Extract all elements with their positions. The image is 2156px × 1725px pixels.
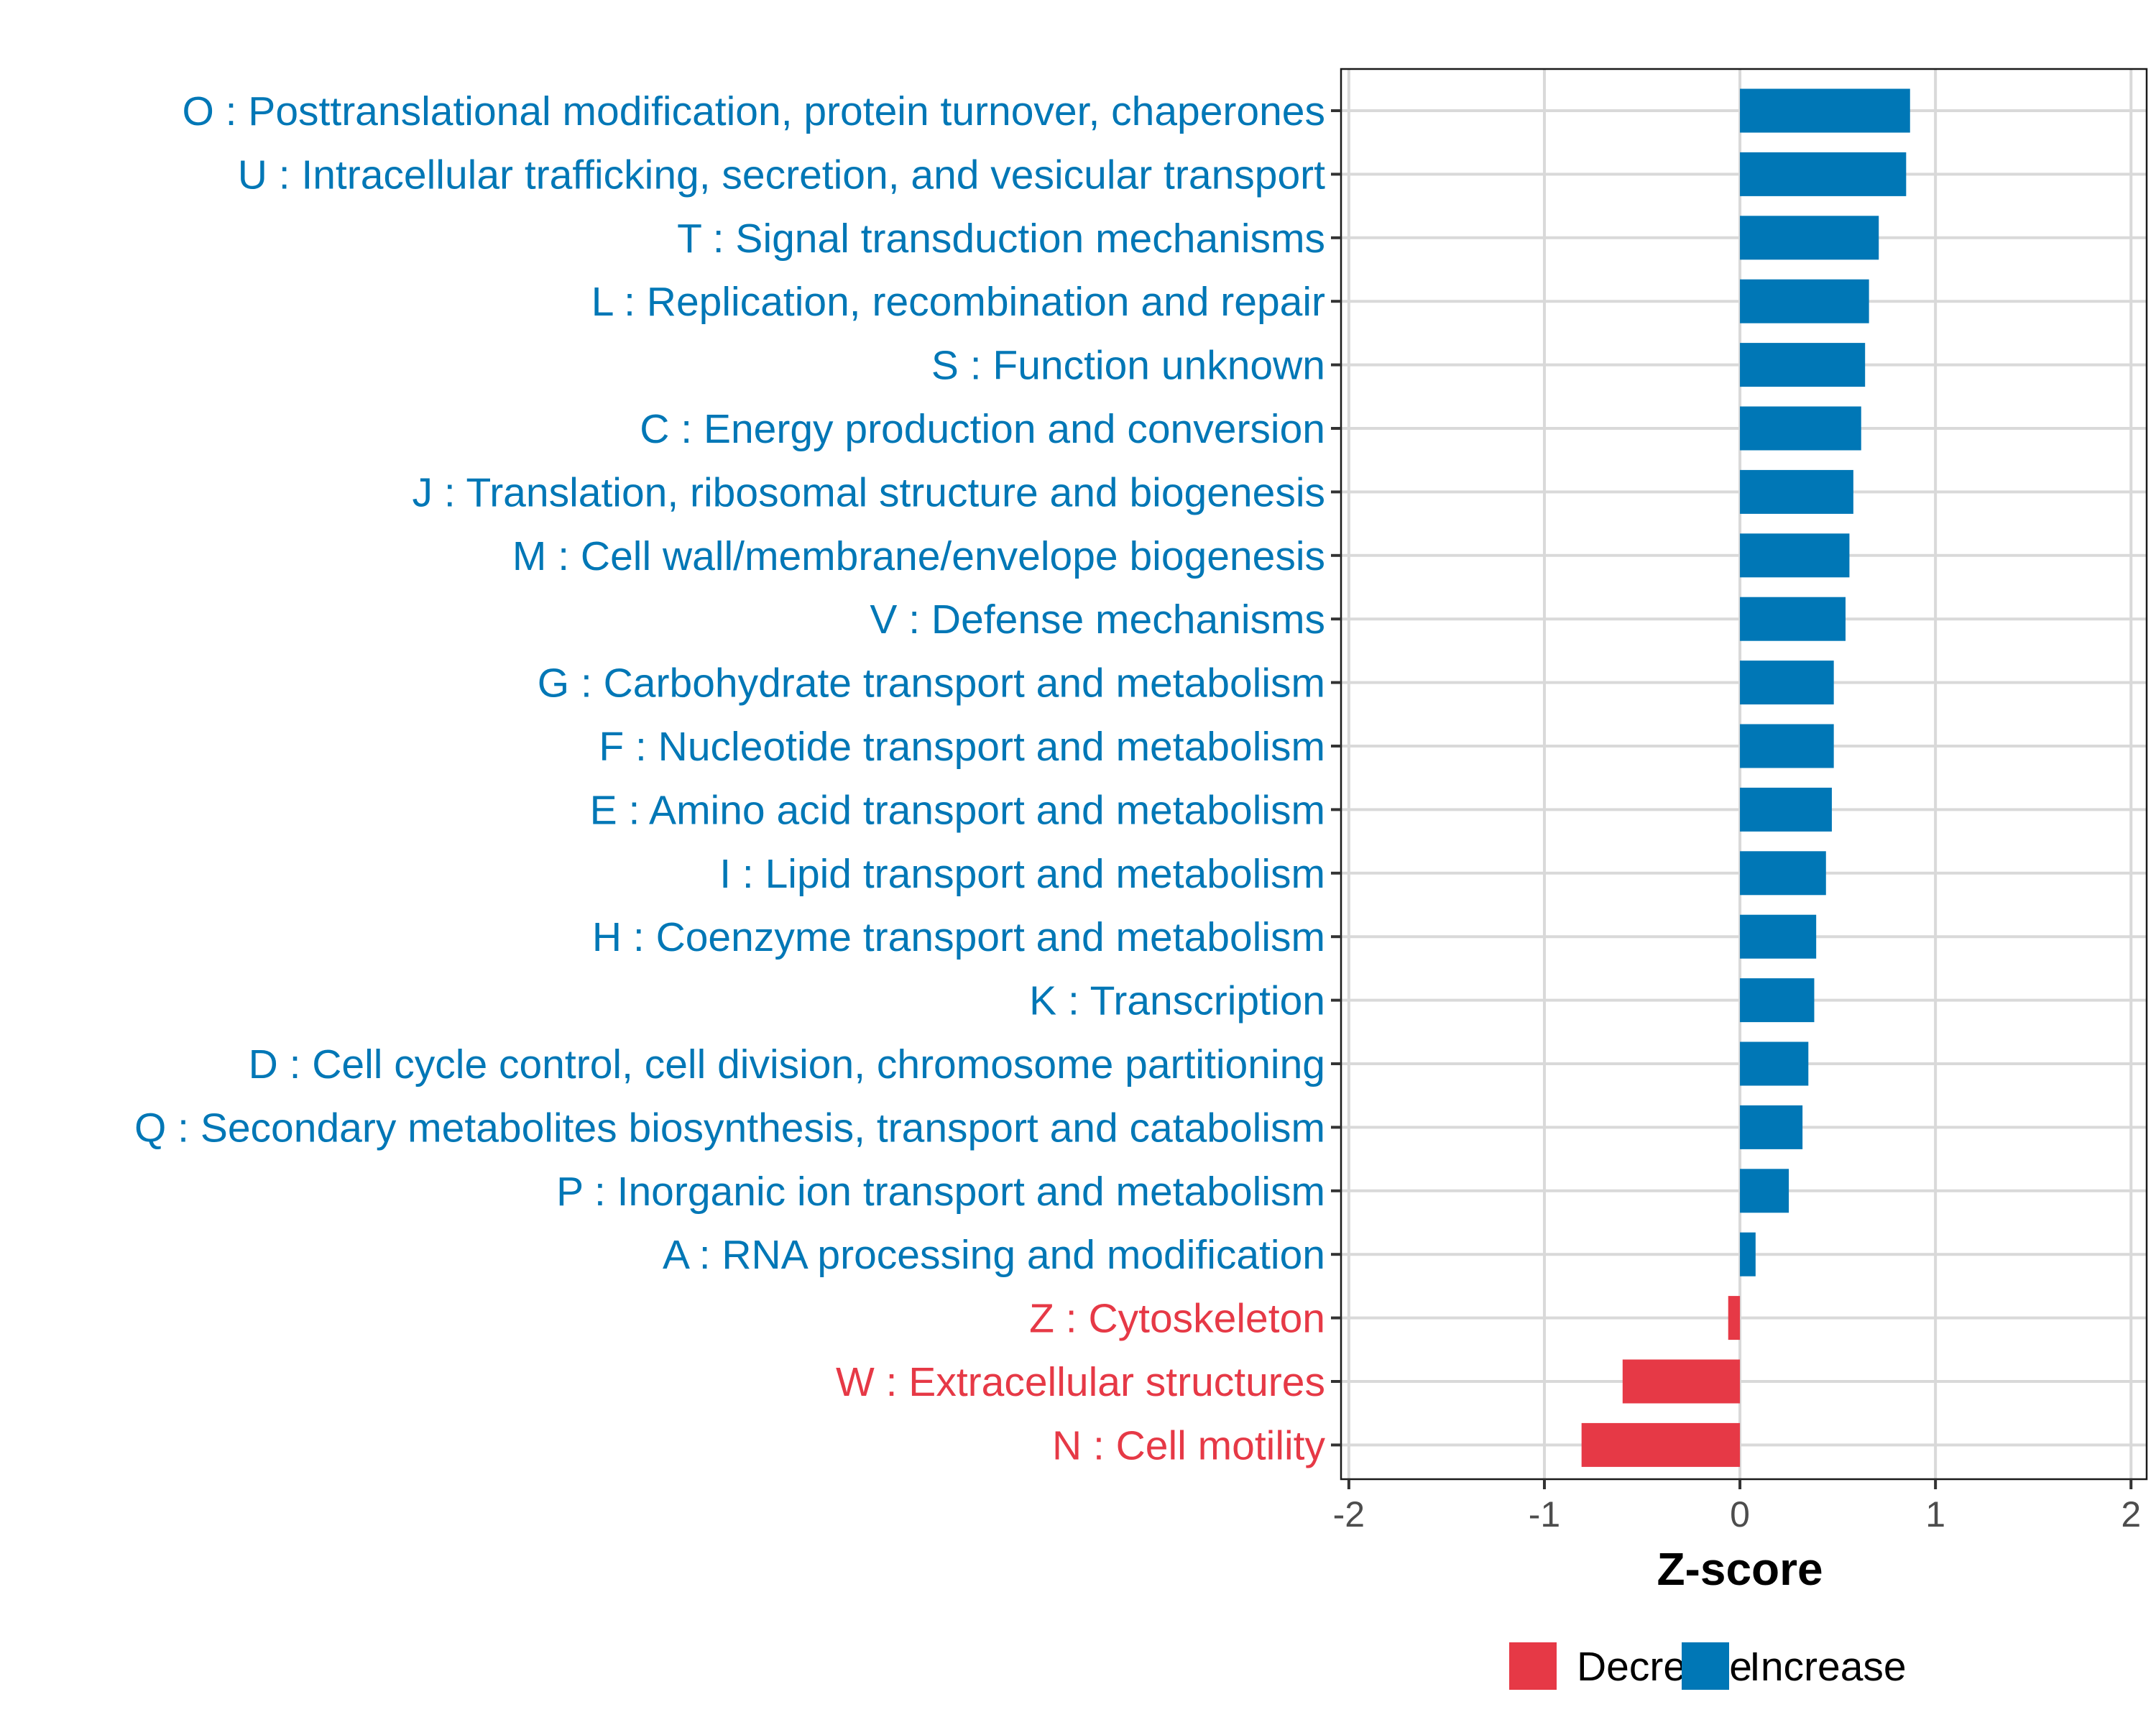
bar bbox=[1728, 1296, 1741, 1340]
bar bbox=[1740, 1232, 1756, 1276]
legend-swatch bbox=[1509, 1642, 1557, 1690]
bar bbox=[1740, 279, 1869, 323]
x-tick-label: -2 bbox=[1333, 1494, 1365, 1535]
y-tick-label: C : Energy production and conversion bbox=[640, 406, 1325, 452]
bar bbox=[1740, 216, 1879, 260]
legend-swatch bbox=[1682, 1642, 1729, 1690]
bar bbox=[1740, 1169, 1789, 1213]
y-tick-label: H : Coenzyme transport and metabolism bbox=[592, 914, 1325, 960]
y-tick-label: W : Extracellular structures bbox=[836, 1359, 1325, 1405]
y-tick-label: U : Intracellular trafficking, secretion… bbox=[238, 152, 1325, 198]
bar bbox=[1740, 406, 1861, 451]
bar bbox=[1740, 724, 1834, 768]
bar bbox=[1740, 597, 1846, 641]
bar bbox=[1740, 1105, 1803, 1149]
y-tick-label: Z : Cytoskeleton bbox=[1029, 1296, 1325, 1342]
y-tick-label: N : Cell motility bbox=[1052, 1422, 1326, 1468]
bar bbox=[1740, 1041, 1809, 1086]
y-tick-label: T : Signal transduction mechanisms bbox=[677, 216, 1325, 262]
legend-label: Increase bbox=[1749, 1644, 1907, 1690]
bar bbox=[1740, 88, 1910, 133]
y-tick-label: O : Posttranslational modification, prot… bbox=[182, 88, 1325, 134]
bar bbox=[1740, 661, 1834, 705]
bar bbox=[1740, 978, 1815, 1023]
bar bbox=[1740, 914, 1817, 959]
y-tick-label: A : RNA processing and modification bbox=[663, 1232, 1325, 1278]
y-tick-label: D : Cell cycle control, cell division, c… bbox=[249, 1041, 1325, 1087]
bar bbox=[1740, 851, 1826, 896]
y-tick-label: P : Inorganic ion transport and metaboli… bbox=[556, 1169, 1325, 1215]
y-tick-label: J : Translation, ribosomal structure and… bbox=[413, 469, 1325, 515]
bar bbox=[1740, 152, 1907, 196]
y-tick-label: S : Function unknown bbox=[931, 343, 1325, 389]
bar bbox=[1622, 1359, 1741, 1404]
x-tick-label: 1 bbox=[1925, 1494, 1945, 1535]
bars-layer bbox=[1581, 88, 1910, 1467]
y-tick-label: L : Replication, recombination and repai… bbox=[591, 279, 1325, 325]
bar bbox=[1581, 1422, 1741, 1467]
bar bbox=[1740, 343, 1866, 387]
x-axis-title: Z-score bbox=[1657, 1543, 1823, 1595]
bar bbox=[1740, 469, 1853, 514]
y-tick-label: Q : Secondary metabolites biosynthesis, … bbox=[134, 1105, 1325, 1151]
panel-border bbox=[1340, 68, 2148, 1481]
x-tick-label: 2 bbox=[2121, 1494, 2141, 1535]
y-tick-label: F : Nucleotide transport and metabolism bbox=[599, 724, 1325, 770]
bar bbox=[1740, 787, 1832, 832]
y-tick-label: G : Carbohydrate transport and metabolis… bbox=[538, 661, 1325, 707]
bar bbox=[1740, 533, 1850, 578]
x-tick-label: -1 bbox=[1529, 1494, 1560, 1535]
y-tick-label: I : Lipid transport and metabolism bbox=[719, 851, 1325, 897]
y-axis: O : Posttranslational modification, prot… bbox=[134, 88, 1341, 1468]
y-tick-label: K : Transcription bbox=[1029, 978, 1325, 1024]
y-tick-label: E : Amino acid transport and metabolism bbox=[590, 787, 1325, 833]
y-tick-label: M : Cell wall/membrane/envelope biogenes… bbox=[512, 533, 1325, 579]
x-axis: -2 -1 0 1 2 bbox=[1333, 1479, 2141, 1535]
x-tick-label: 0 bbox=[1730, 1494, 1750, 1535]
y-tick-label: V : Defense mechanisms bbox=[870, 597, 1325, 643]
